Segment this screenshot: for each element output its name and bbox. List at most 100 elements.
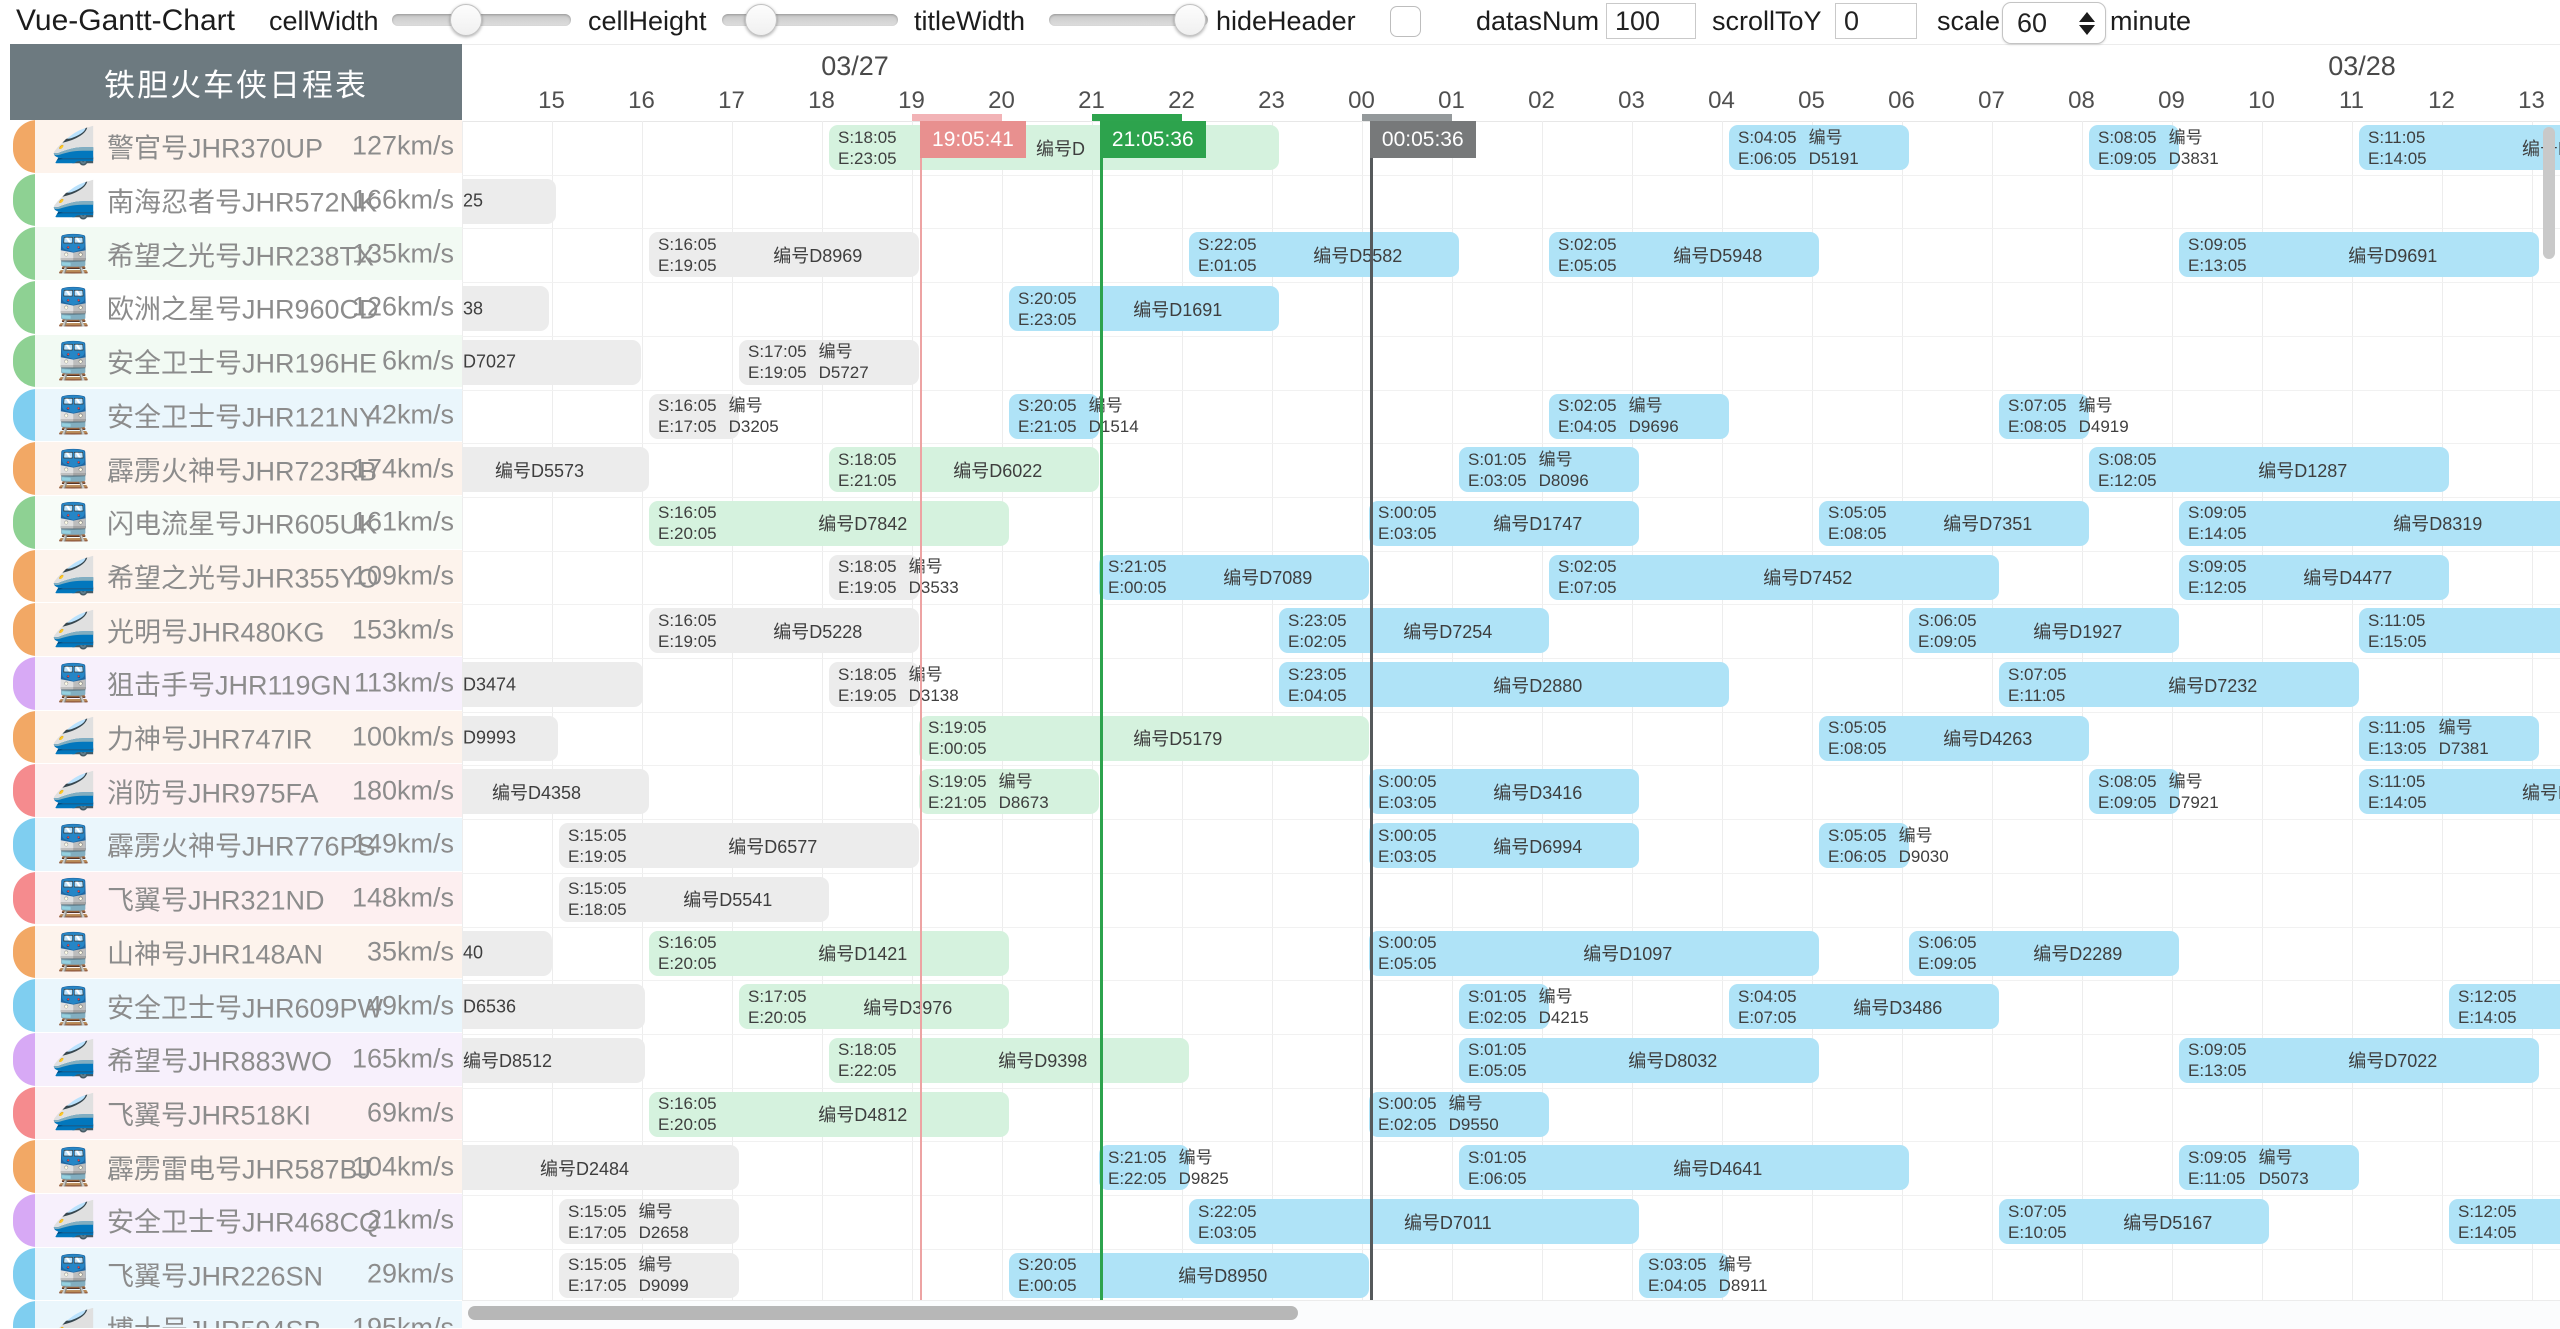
gantt-bar[interactable]: 编号D2484 (462, 1145, 739, 1191)
bar-train-number: 编号D9691 (2348, 245, 2438, 266)
train-front-icon: 🚆 (51, 393, 96, 435)
gantt-bar[interactable]: D7027 (462, 339, 641, 385)
gantt-bar[interactable]: S:11:05 E:15:05 (2359, 608, 2560, 654)
gantt-bar[interactable]: S:09:05 E:14:05 编号D8319 (2179, 500, 2560, 546)
gantt-bar[interactable]: S:15:05 E:19:05 编号D6577 (559, 823, 919, 869)
gantt-bar[interactable]: S:06:05 E:09:05 编号D1927 (1909, 608, 2179, 654)
gantt-bar[interactable]: S:19:05 E:00:05 编号D5179 (919, 715, 1369, 761)
gantt-bar[interactable]: S:08:05 E:09:05 编号 D3831 (2089, 125, 2219, 170)
gantt-bar[interactable]: S:00:05 E:03:05 编号D3416 (1369, 769, 1639, 815)
gantt-bar[interactable]: S:20:05 E:21:05 编号 D1514 (1009, 393, 1139, 439)
gantt-bar[interactable]: S:18:05 E:19:05 编号 D3138 (829, 662, 959, 707)
gantt-bar[interactable]: S:02:05 E:07:05 编号D7452 (1549, 554, 1999, 600)
gantt-bar[interactable]: S:16:05 E:20:05 编号D4812 (649, 1091, 1009, 1137)
gantt-bar[interactable]: S:16:05 E:20:05 编号D1421 (649, 930, 1009, 976)
bar-time-range: S:18:05 E:19:05 (838, 557, 897, 598)
gantt-bar[interactable]: S:07:05 E:08:05 编号 D4919 (1999, 393, 2129, 439)
bar-time-range: S:21:05 E:22:05 (1108, 1147, 1167, 1188)
sidebar-row: 🚄 消防号JHR975FA 180km/s (13, 764, 462, 818)
titlewidth-slider[interactable] (1049, 4, 1208, 36)
gantt-bar[interactable]: S:15:05 E:18:05 编号D5541 (559, 876, 829, 922)
bar-time-range: S:08:05 E:09:05 (2098, 771, 2157, 812)
gantt-bar[interactable]: S:01:05 E:02:05 编号 D4215 (1459, 984, 1589, 1030)
vertical-scrollbar-thumb[interactable] (2543, 127, 2555, 259)
gantt-bar[interactable]: S:04:05 E:06:05 编号 D5191 (1729, 125, 1909, 170)
gantt-bar[interactable]: S:21:05 E:22:05 编号 D9825 (1099, 1145, 1229, 1191)
row-bg (35, 603, 462, 656)
gantt-bar[interactable]: S:23:05 E:04:05 编号D2880 (1279, 662, 1729, 707)
titlewidth-slider-thumb[interactable] (1174, 4, 1206, 36)
gantt-bar[interactable]: S:09:05 E:11:05 编号 D5073 (2179, 1145, 2359, 1191)
gantt-bar[interactable]: S:15:05 E:17:05 编号 D9099 (559, 1252, 739, 1298)
gantt-bar[interactable]: S:17:05 E:20:05 编号D3976 (739, 984, 1009, 1030)
hideheader-checkbox[interactable] (1390, 6, 1421, 37)
gantt-bar[interactable]: 编号D4358 (462, 769, 649, 815)
gantt-bar[interactable]: S:02:05 E:05:05 编号D5948 (1549, 232, 1819, 278)
scrolltoy-input[interactable] (1835, 3, 1917, 39)
gantt-bar[interactable]: S:09:05 E:13:05 编号D7022 (2179, 1037, 2539, 1083)
gantt-bar[interactable]: S:00:05 E:02:05 编号 D9550 (1369, 1091, 1549, 1137)
gantt-bar[interactable]: 25 (462, 178, 556, 224)
gantt-bar[interactable]: S:05:05 E:06:05 编号 D9030 (1819, 823, 1949, 869)
gantt-bar[interactable]: S:20:05 E:23:05 编号D1691 (1009, 286, 1279, 332)
gantt-bar[interactable]: S:18:05 E:21:05 编号D6022 (829, 447, 1099, 493)
gantt-bar[interactable]: S:07:05 E:10:05 编号D5167 (1999, 1199, 2269, 1244)
gantt-bar[interactable]: 编号D5573 (462, 447, 649, 493)
gantt-bar[interactable]: S:02:05 E:04:05 编号 D9696 (1549, 393, 1729, 439)
gantt-bar[interactable]: S:00:05 E:03:05 编号D1747 (1369, 500, 1639, 546)
gantt-bar[interactable]: 编号D8512 (462, 1037, 645, 1083)
train-name: 飞翼号JHR321ND (107, 885, 325, 916)
cellwidth-slider[interactable] (392, 4, 571, 36)
gantt-bar[interactable]: S:01:05 E:06:05 编号D4641 (1459, 1145, 1909, 1191)
gantt-bar[interactable]: S:05:05 E:08:05 编号D7351 (1819, 500, 2089, 546)
gantt-bar[interactable]: S:16:05 E:20:05 编号D7842 (649, 500, 1009, 546)
gantt-bar[interactable]: S:06:05 E:09:05 编号D2289 (1909, 930, 2179, 976)
gantt-bar[interactable]: S:08:05 E:09:05 编号 D7921 (2089, 769, 2219, 815)
gantt-bar[interactable]: D9993 (462, 715, 558, 761)
bar-train-number: 编号D1287 (2258, 460, 2348, 481)
gantt-bar[interactable]: S:08:05 E:12:05 编号D1287 (2089, 447, 2449, 493)
gantt-bar[interactable]: S:23:05 E:02:05 编号D7254 (1279, 608, 1549, 654)
gantt-bar[interactable]: S:01:05 E:03:05 编号 D8096 (1459, 447, 1639, 493)
gantt-bar[interactable]: 38 (462, 286, 549, 332)
gantt-bar[interactable]: 40 (462, 930, 552, 976)
horizontal-scrollbar-thumb[interactable] (468, 1306, 1298, 1320)
gantt-bar[interactable]: S:00:05 E:03:05 编号D6994 (1369, 823, 1639, 869)
gantt-bar[interactable]: S:12:05 E:14:05 (2449, 984, 2560, 1030)
current-hour-underline (1361, 114, 1452, 121)
gantt-bar[interactable]: S:00:05 E:05:05 编号D1097 (1369, 930, 1819, 976)
gantt-bar[interactable]: S:15:05 E:17:05 编号 D2658 (559, 1199, 739, 1244)
gantt-bar[interactable]: S:01:05 E:05:05 编号D8032 (1459, 1037, 1819, 1083)
gantt-bar[interactable]: D6536 (462, 984, 645, 1030)
gantt-bar[interactable]: S:09:05 E:12:05 编号D4477 (2179, 554, 2449, 600)
gantt-bar[interactable]: S:07:05 E:11:05 编号D7232 (1999, 662, 2359, 707)
scale-select[interactable]: 60 (2002, 2, 2106, 44)
gantt-bar[interactable]: S:04:05 E:07:05 编号D3486 (1729, 984, 1999, 1030)
gantt-bar[interactable]: S:03:05 E:04:05 编号 D8911 (1639, 1252, 1767, 1298)
gantt-bar[interactable]: S:22:05 E:03:05 编号D7011 (1189, 1199, 1639, 1244)
gantt-bar[interactable]: S:16:05 E:17:05 编号 D3205 (649, 393, 779, 439)
cellheight-slider-thumb[interactable] (745, 4, 777, 36)
horizontal-scrollbar-track[interactable] (462, 1300, 2560, 1329)
gantt-bar[interactable]: S:05:05 E:08:05 编号D4263 (1819, 715, 2089, 761)
gantt-bar[interactable]: D3474 (462, 662, 643, 707)
gantt-bar[interactable]: S:12:05 E:14:05 (2449, 1199, 2560, 1244)
gantt-bar[interactable]: S:09:05 E:13:05 编号D9691 (2179, 232, 2539, 278)
gantt-bar[interactable]: S:18:05 E:23:05 编号D (829, 125, 1279, 170)
gantt-bar[interactable]: S:21:05 E:00:05 编号D7089 (1099, 554, 1369, 600)
gantt-bar[interactable]: S:16:05 E:19:05 编号D8969 (649, 232, 919, 278)
cellwidth-slider-thumb[interactable] (450, 4, 482, 36)
datasnum-input[interactable] (1606, 3, 1696, 39)
gantt-bar[interactable]: S:18:05 E:19:05 编号 D3533 (829, 554, 959, 600)
gantt-bar[interactable]: S:18:05 E:22:05 编号D9398 (829, 1037, 1189, 1083)
gantt-bar[interactable]: S:17:05 E:19:05 编号 D5727 (739, 339, 919, 385)
gantt-bar[interactable]: S:20:05 E:00:05 编号D8950 (1009, 1252, 1369, 1298)
cellheight-slider[interactable] (722, 4, 898, 36)
gantt-bar[interactable]: S:16:05 E:19:05 编号D5228 (649, 608, 919, 654)
gantt-bar[interactable]: S:11:05 E:13:05 编号 D7381 (2359, 715, 2539, 761)
gantt-bar[interactable]: S:19:05 E:21:05 编号 D8673 (919, 769, 1099, 815)
gantt-bar[interactable]: S:22:05 E:01:05 编号D5582 (1189, 232, 1459, 278)
bar-train-number: 编号 D5727 (818, 342, 869, 383)
